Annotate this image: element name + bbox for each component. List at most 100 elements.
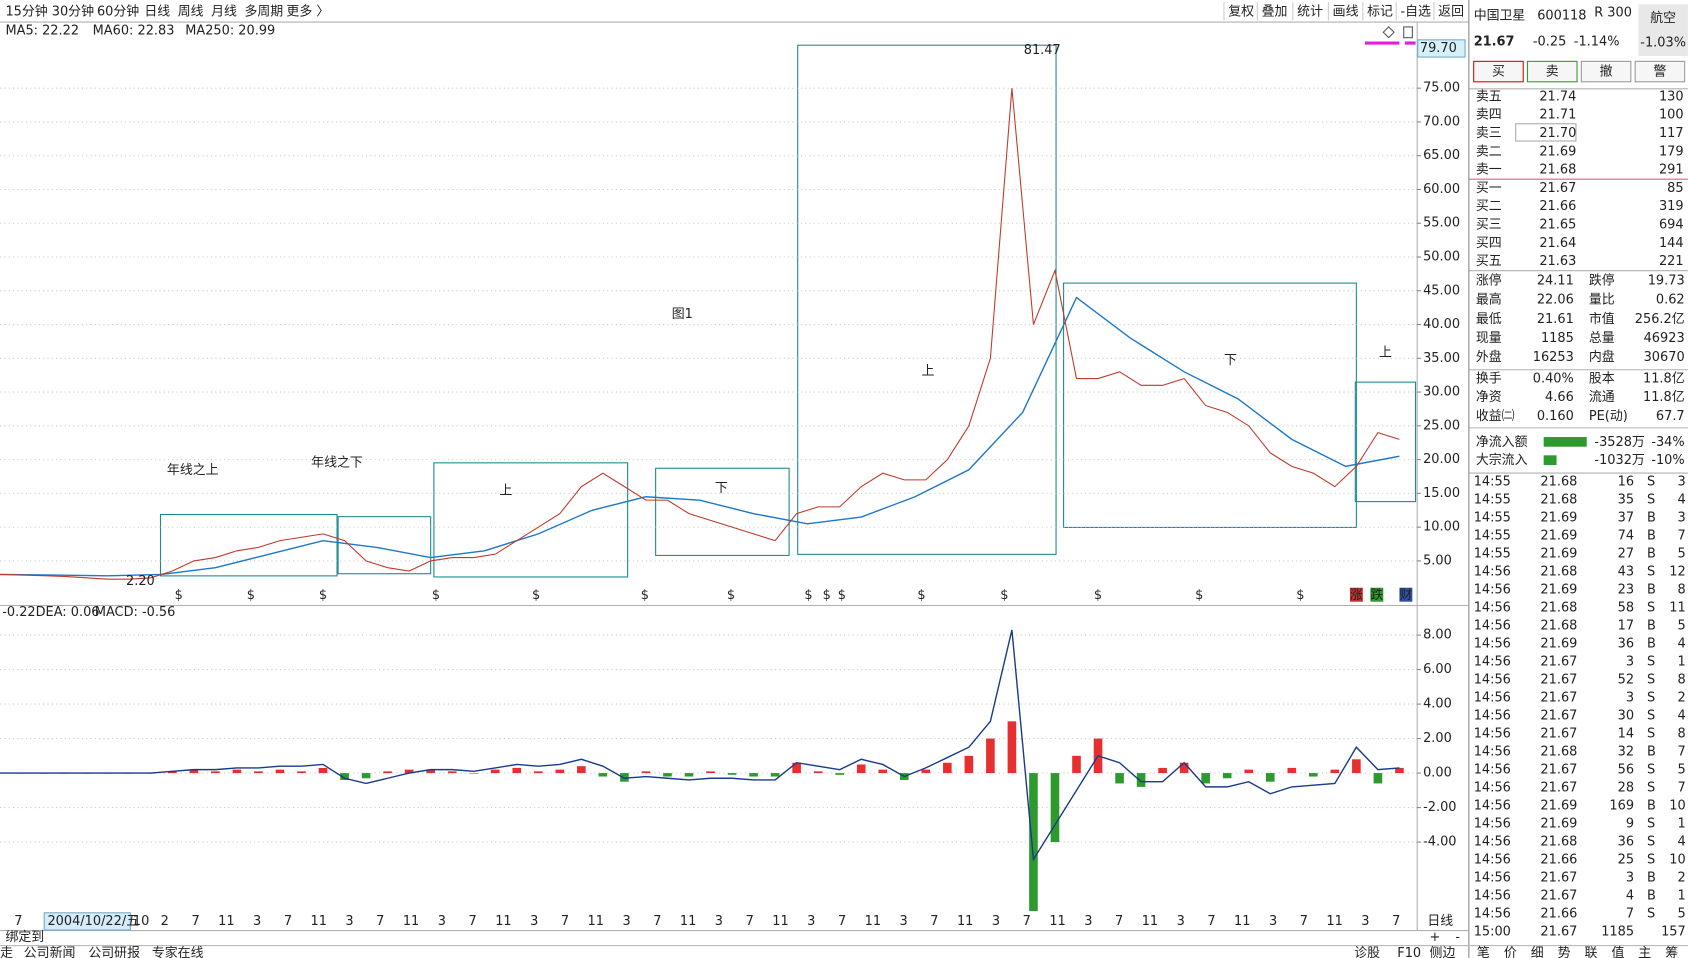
macd-bar: [189, 769, 199, 774]
x-tick-label: 11: [403, 914, 419, 929]
trade-button[interactable]: 警: [1653, 64, 1666, 80]
sector-name[interactable]: 航空: [1650, 10, 1676, 26]
panel-tab[interactable]: 值: [1611, 945, 1624, 958]
tick-time: 14:56: [1474, 601, 1511, 616]
tick-count: 10: [1669, 853, 1685, 868]
panel-tab[interactable]: 细: [1531, 946, 1544, 958]
book-price: 21.64: [1539, 236, 1576, 251]
macd-bar: [943, 762, 952, 774]
tick-volume: 4: [1626, 889, 1634, 904]
zoom-button[interactable]: +: [1430, 930, 1441, 945]
event-marker[interactable]: $: [804, 588, 812, 603]
panel-tab[interactable]: 价: [1504, 946, 1517, 958]
event-marker[interactable]: $: [727, 588, 735, 603]
tool-button[interactable]: 叠加: [1262, 4, 1288, 19]
tick-price: 21.66: [1540, 853, 1577, 868]
event-marker[interactable]: $: [532, 588, 540, 603]
tool-button[interactable]: 统计: [1297, 4, 1323, 19]
stat-value: 24.11: [1537, 273, 1574, 288]
tick-volume: 3: [1626, 871, 1634, 886]
panel-tab[interactable]: 势: [1558, 945, 1571, 958]
macd-bar: [986, 738, 995, 774]
event-icon[interactable]: 跌: [1370, 587, 1383, 603]
footer-tab[interactable]: 走: [0, 946, 13, 958]
x-tick-label: 11: [310, 914, 326, 929]
last-price: 21.67: [1474, 34, 1515, 49]
tool-button[interactable]: 复权: [1228, 3, 1254, 19]
tick-count: 8: [1678, 673, 1686, 688]
event-marker[interactable]: $: [838, 588, 846, 603]
event-icon[interactable]: 涨: [1350, 588, 1363, 603]
period-tab[interactable]: 60分钟: [97, 3, 139, 19]
macd-bar: [641, 771, 651, 774]
event-marker[interactable]: $: [641, 588, 649, 603]
event-marker[interactable]: $: [319, 588, 327, 603]
panel-tab[interactable]: 主: [1638, 946, 1651, 958]
tick-count: 4: [1678, 709, 1686, 724]
x-tick-label: 11: [865, 914, 881, 929]
tool-button[interactable]: -自选: [1401, 4, 1432, 19]
macd-bar: [1309, 773, 1318, 777]
footer-tab[interactable]: 公司研报: [88, 946, 140, 958]
macd-bar: [620, 773, 629, 782]
tool-button[interactable]: 画线: [1333, 4, 1359, 19]
x-tick-label: 3: [1361, 914, 1369, 929]
period-tab[interactable]: 日线: [144, 4, 170, 19]
period-tab[interactable]: 30分钟: [52, 3, 94, 19]
event-marker[interactable]: $: [175, 588, 183, 603]
x-tick-label: 7: [1207, 914, 1215, 929]
footer-tab[interactable]: 专家在线: [152, 945, 204, 958]
x-tick-label: 3: [807, 914, 815, 929]
event-marker[interactable]: $: [432, 588, 440, 603]
event-marker[interactable]: $: [917, 588, 925, 603]
tool-button[interactable]: 标记: [1367, 4, 1393, 19]
footer-link[interactable]: 侧边: [1430, 946, 1456, 958]
event-marker[interactable]: $: [823, 588, 831, 603]
event-marker[interactable]: $: [1296, 588, 1304, 603]
event-marker[interactable]: $: [1000, 588, 1008, 603]
x-tick-label: 11: [957, 914, 973, 929]
trade-button[interactable]: 卖: [1546, 65, 1559, 80]
panel-tab[interactable]: 笔: [1477, 945, 1490, 958]
panel-tab[interactable]: 筹: [1665, 945, 1678, 958]
trade-button[interactable]: 买: [1492, 65, 1505, 80]
x-tick-label: 3: [345, 914, 353, 929]
period-tab[interactable]: 周线: [178, 4, 204, 19]
zoom-button[interactable]: -: [1455, 930, 1460, 945]
footer-tab[interactable]: 公司新闻: [24, 945, 76, 958]
tick-price: 21.68: [1540, 619, 1577, 634]
tick-price: 21.68: [1540, 565, 1577, 580]
period-tab[interactable]: 月线: [211, 4, 237, 19]
trade-button[interactable]: 撤: [1600, 64, 1613, 80]
panel-tab[interactable]: 联: [1585, 946, 1598, 958]
tick-time: 14:56: [1474, 637, 1511, 652]
tool-button[interactable]: 返回: [1438, 4, 1464, 19]
event-marker[interactable]: $: [247, 588, 255, 603]
y-tick-label: -4.00: [1423, 835, 1456, 850]
y-tick-label: 60.00: [1423, 182, 1460, 197]
event-marker[interactable]: $: [1094, 588, 1102, 603]
stock-name[interactable]: 中国卫星: [1474, 9, 1526, 24]
footer-link[interactable]: 诊股: [1354, 946, 1380, 958]
tick-time: 14:56: [1474, 673, 1511, 688]
period-tab[interactable]: 多周期: [244, 4, 283, 19]
macd-bar: [598, 773, 608, 777]
x-tick-label: 11: [1142, 914, 1158, 929]
tick-side: B: [1647, 637, 1656, 652]
tick-side: S: [1647, 493, 1655, 508]
tick-price: 21.69: [1540, 583, 1577, 598]
price-change-pct: -1.14%: [1574, 34, 1620, 49]
bind-label[interactable]: 绑定到: [5, 930, 44, 945]
y-tick-label: 35.00: [1423, 351, 1460, 366]
period-tab[interactable]: 15分钟: [5, 3, 47, 19]
footer-link[interactable]: F10: [1397, 946, 1421, 958]
event-icon[interactable]: 财: [1399, 588, 1412, 603]
period-tab[interactable]: 更多 〉: [286, 4, 329, 19]
event-marker[interactable]: $: [1195, 588, 1203, 603]
tick-volume: 16: [1618, 475, 1634, 490]
book-volume: 291: [1659, 163, 1684, 178]
book-price: 21.68: [1539, 163, 1576, 178]
macd-bar: [706, 771, 715, 774]
ma-legend: MA5: 22.22: [5, 24, 79, 39]
stat-value: 4.66: [1545, 390, 1574, 405]
